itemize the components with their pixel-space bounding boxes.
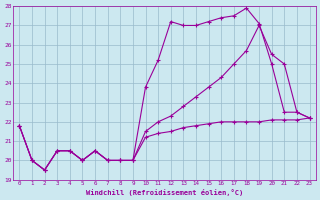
X-axis label: Windchill (Refroidissement éolien,°C): Windchill (Refroidissement éolien,°C) bbox=[86, 189, 243, 196]
